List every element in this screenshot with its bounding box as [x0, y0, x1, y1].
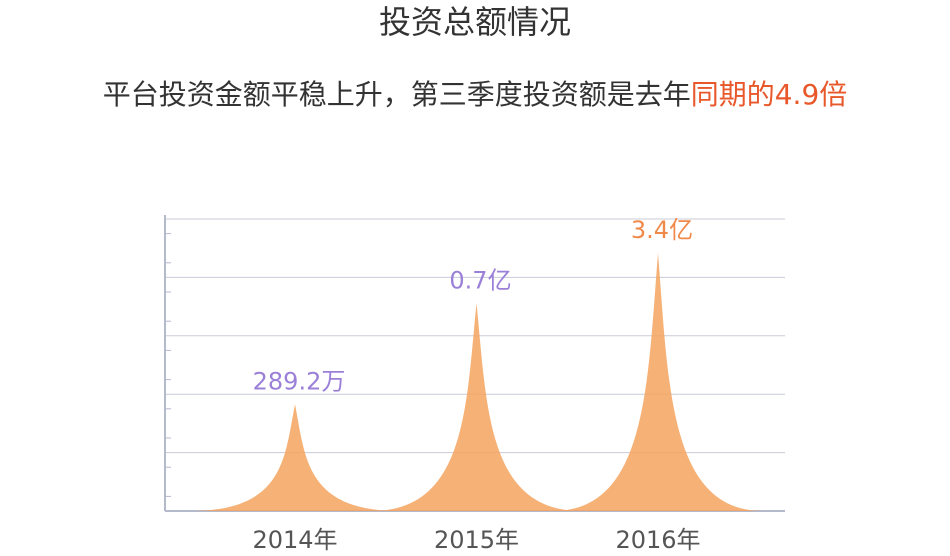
- peak-bar: [190, 404, 400, 511]
- chart-subtitle: 平台投资金额平稳上升，第三季度投资额是去年同期的4.9倍: [103, 78, 848, 111]
- peak-bar: [553, 253, 763, 512]
- peak-bar: [371, 303, 582, 511]
- chart-title: 投资总额情况: [379, 3, 571, 41]
- x-tick-label: 2014年: [252, 526, 337, 554]
- subtitle-part: 平台投资金额平稳上升，第三季度投资额是去年: [103, 78, 691, 111]
- x-tick-label: 2015年: [434, 526, 519, 554]
- data-label: 289.2万: [253, 367, 346, 395]
- data-label: 0.7亿: [449, 266, 511, 294]
- data-label: 3.4亿: [631, 216, 693, 244]
- x-tick-label: 2016年: [615, 526, 700, 554]
- subtitle-part: 同期的4.9倍: [691, 78, 848, 111]
